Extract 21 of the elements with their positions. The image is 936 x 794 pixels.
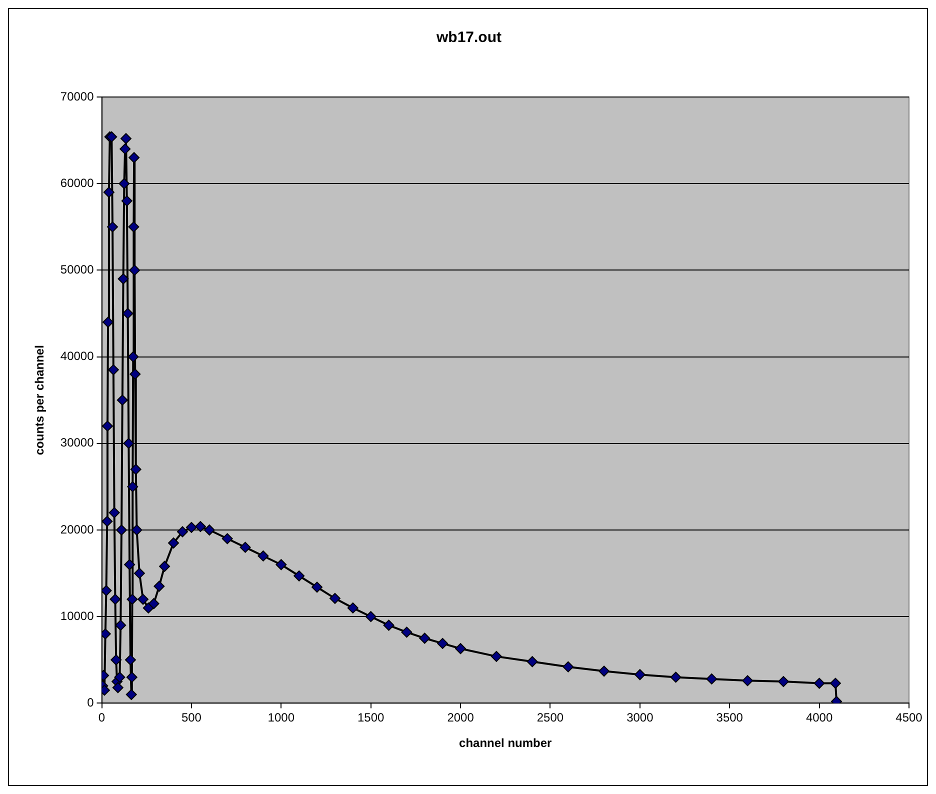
y-tick-label: 50000 (60, 262, 94, 277)
x-tick-label: 3000 (626, 710, 654, 725)
x-tick-label: 4500 (896, 710, 923, 725)
y-tick-label: 20000 (60, 522, 94, 536)
x-tick-label: 2500 (536, 710, 564, 725)
y-tick-label: 0 (87, 696, 94, 710)
x-tick-label: 2000 (447, 710, 474, 725)
x-tick-label: 1000 (268, 710, 295, 725)
y-axis-title: counts per channel (32, 345, 47, 456)
y-tick-label: 60000 (60, 176, 94, 190)
x-axis-title: channel number (459, 736, 552, 750)
y-tick-label: 40000 (60, 349, 94, 364)
x-tick-label: 500 (181, 710, 202, 725)
chart-title: wb17.out (435, 29, 502, 46)
x-tick-label: 4000 (806, 710, 833, 725)
x-tick-label: 0 (98, 710, 106, 725)
y-tick-label: 30000 (60, 436, 94, 450)
x-tick-label: 1500 (357, 710, 385, 725)
y-tick-label: 70000 (60, 89, 94, 104)
x-tick-label: 3500 (716, 710, 744, 725)
y-tick-label: 10000 (60, 608, 94, 623)
